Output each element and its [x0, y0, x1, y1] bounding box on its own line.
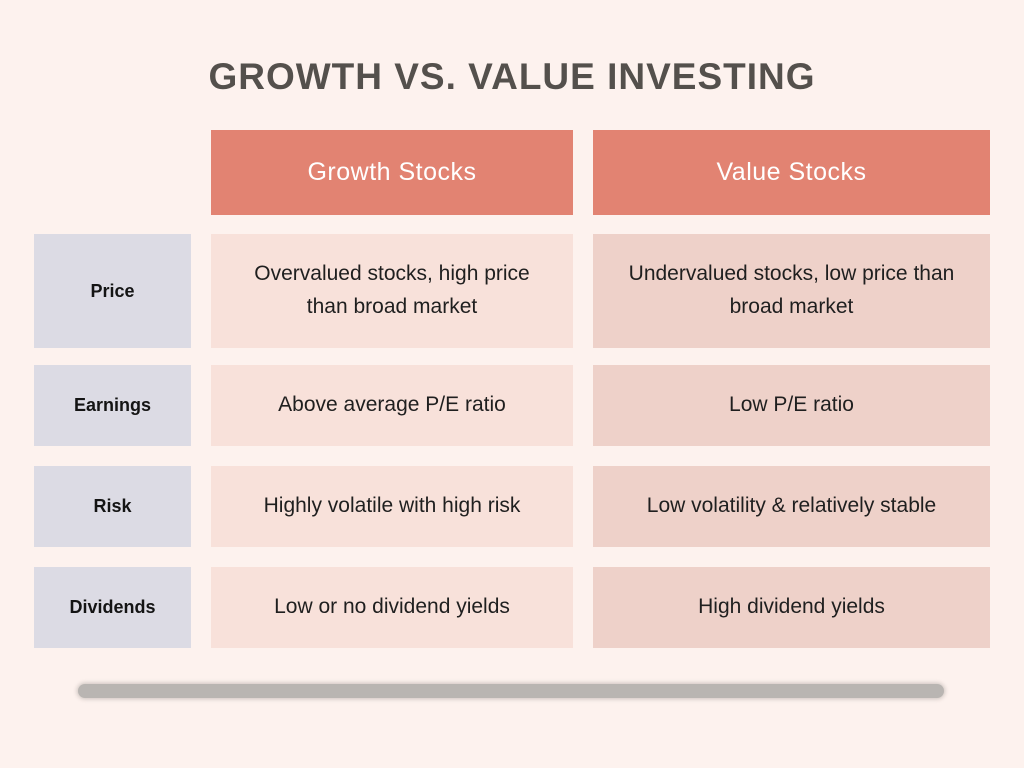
page-title: GROWTH VS. VALUE INVESTING: [208, 56, 816, 97]
cell-risk-growth: Highly volatile with high risk: [211, 466, 573, 547]
bottom-divider-bar: [78, 684, 944, 698]
row-label-price: Price: [34, 234, 191, 348]
row-label-risk: Risk: [34, 466, 191, 547]
column-header-value-stocks: Value Stocks: [593, 130, 990, 215]
cell-dividends-growth: Low or no dividend yields: [211, 567, 573, 648]
cell-earnings-growth: Above average P/E ratio: [211, 365, 573, 446]
cell-earnings-value: Low P/E ratio: [593, 365, 990, 446]
cell-price-growth: Overvalued stocks, high price than broad…: [211, 234, 573, 348]
row-label-earnings: Earnings: [34, 365, 191, 446]
cell-risk-value: Low volatility & relatively stable: [593, 466, 990, 547]
row-label-dividends: Dividends: [34, 567, 191, 648]
column-header-growth-stocks: Growth Stocks: [211, 130, 573, 215]
cell-dividends-value: High dividend yields: [593, 567, 990, 648]
cell-price-value: Undervalued stocks, low price than broad…: [593, 234, 990, 348]
